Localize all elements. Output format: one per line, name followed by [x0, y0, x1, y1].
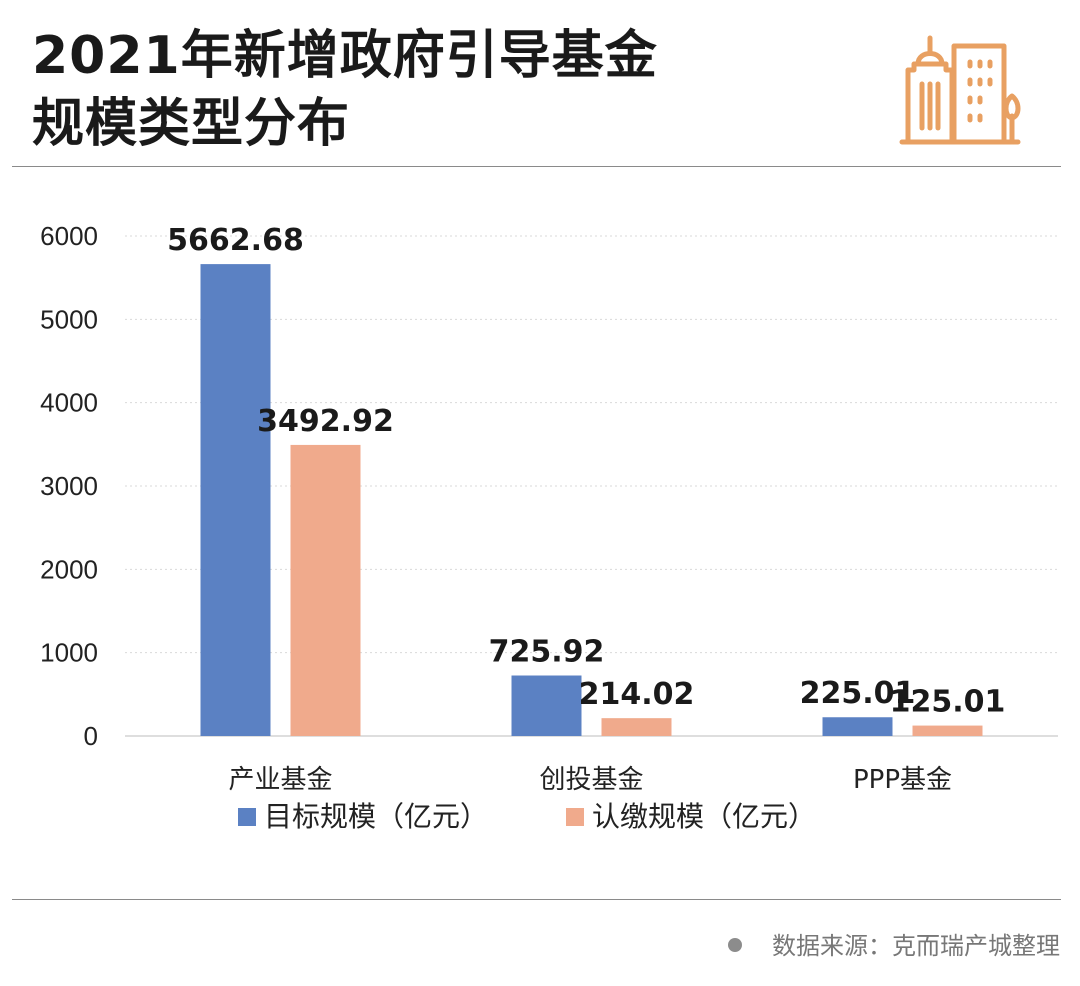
- y-tick-label: 3000: [40, 471, 98, 501]
- legend-label-0: 目标规模（亿元）: [264, 800, 488, 833]
- data-label-2-0: 225.01: [800, 676, 916, 711]
- legend-label-1: 认缴规模（亿元）: [592, 800, 816, 833]
- x-axis-ticks: 产业基金 创投基金 PPP基金: [228, 765, 952, 795]
- bullet-icon: [728, 938, 742, 952]
- city-buildings-icon: [899, 35, 1021, 145]
- y-axis-ticks: 0 1000 2000 3000 4000 5000 6000: [40, 221, 98, 751]
- bar-0-0: [200, 264, 271, 736]
- source-text: 数据来源：克而瑞产城整理: [772, 932, 1060, 960]
- y-tick-label: 5000: [40, 304, 98, 334]
- bar-chart: 0 1000 2000 3000 4000 5000 6000 5662.68 3492.92…: [40, 221, 1058, 833]
- y-tick-label: 2000: [40, 554, 98, 584]
- y-tick-label: 1000: [40, 638, 98, 668]
- page-title: 2021年新增政府引导基金 规模类型分布: [32, 22, 658, 158]
- x-tick-label: 产业基金: [228, 765, 332, 795]
- x-tick-label: PPP基金: [853, 765, 952, 795]
- bar-1-0: [511, 675, 582, 736]
- bar-1-1: [601, 718, 672, 736]
- bar-2-0: [822, 717, 893, 736]
- legend-swatch-1: [566, 808, 584, 826]
- bottom-divider: [12, 899, 1061, 900]
- data-label-0-1: 3492.92: [257, 404, 394, 439]
- y-tick-label: 4000: [40, 388, 98, 418]
- y-tick-label: 0: [84, 721, 98, 751]
- bar-0-1: [290, 444, 361, 736]
- bar-2-1: [912, 725, 983, 736]
- source-note: 数据来源：克而瑞产城整理: [728, 926, 1060, 961]
- data-label-1-1: 214.02: [579, 677, 695, 712]
- title-line-2: 规模类型分布: [32, 94, 351, 154]
- data-label-0-0: 5662.68: [167, 223, 304, 258]
- x-tick-label: 创投基金: [539, 765, 643, 795]
- legend: 目标规模（亿元） 认缴规模（亿元）: [238, 800, 816, 833]
- title-line-1: 2021年新增政府引导基金: [32, 26, 658, 86]
- y-tick-label: 6000: [40, 221, 98, 251]
- top-divider: [12, 166, 1061, 167]
- legend-swatch-0: [238, 808, 256, 826]
- bars: [200, 264, 983, 736]
- data-label-2-1: 125.01: [890, 685, 1006, 720]
- data-label-1-0: 725.92: [489, 635, 605, 670]
- gridlines: [125, 235, 1058, 737]
